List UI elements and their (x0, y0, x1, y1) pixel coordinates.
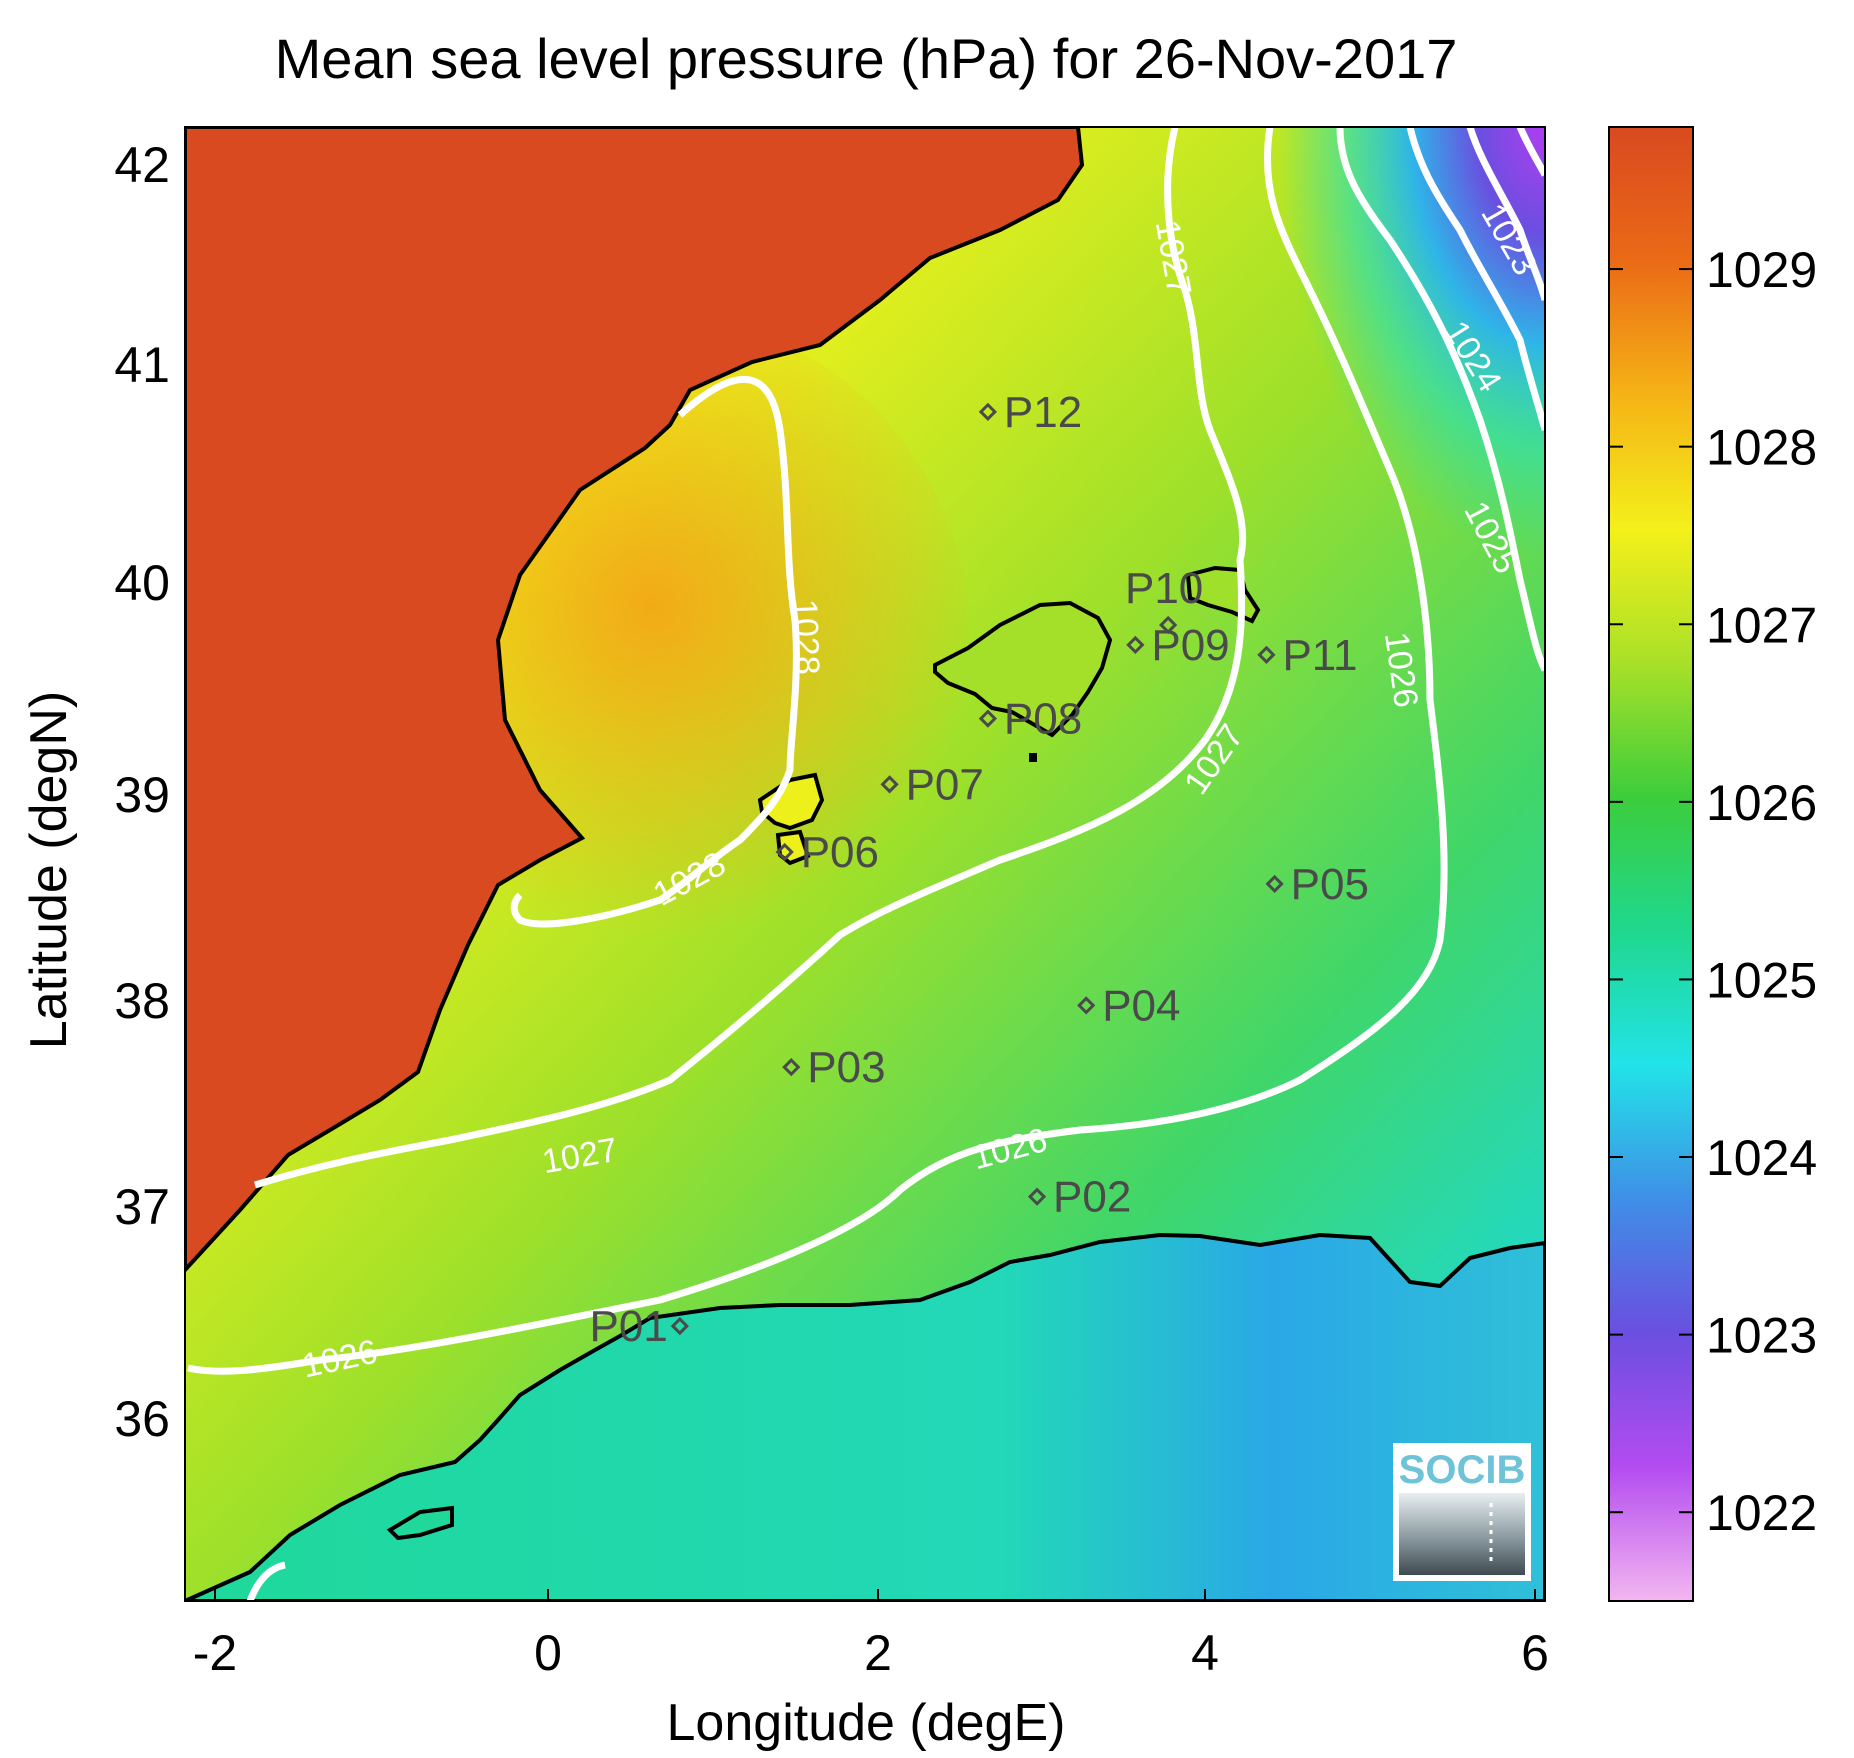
chart-title: Mean sea level pressure (hPa) for 26-Nov… (275, 27, 1458, 90)
y-tick-label: 36 (114, 1391, 170, 1447)
y-axis-label: Latitude (degN) (20, 691, 78, 1049)
station-marker (978, 402, 998, 421)
contour-lines (187, 127, 1545, 1601)
contour-1026 (187, 127, 1448, 1375)
colorbar-tick-label: 1029 (1706, 242, 1817, 298)
station-marker (978, 709, 998, 728)
station-label: P03 (807, 1043, 885, 1092)
colorbar-tick-label: 1027 (1706, 597, 1817, 653)
contour-1029-north (1516, 127, 1545, 177)
contour-1027 (253, 127, 1247, 1189)
y-tick-label: 38 (114, 973, 170, 1029)
socib-logo: SOCIB (1393, 1443, 1531, 1581)
y-axis-ticks: 42 41 40 39 38 37 36 (114, 137, 170, 1447)
station-label: P05 (1291, 860, 1369, 909)
colorbar-scale (1608, 126, 1694, 1602)
station-label: P06 (801, 828, 879, 877)
alboran-island (386, 1505, 454, 1541)
contour-africa-edge (246, 1561, 286, 1601)
station-marker (782, 1058, 801, 1077)
contour-1025 (1336, 127, 1545, 672)
colorbar-tick-label: 1025 (1706, 952, 1817, 1008)
station-label: P08 (1004, 695, 1082, 744)
colorbar-tick-label: 1028 (1706, 420, 1817, 476)
station-label: P11 (1282, 631, 1357, 680)
x-tick-label: 4 (1191, 1625, 1219, 1681)
x-tick-label: 0 (534, 1625, 562, 1681)
station-label: P01 (590, 1302, 668, 1351)
contour-1024 (1406, 127, 1545, 431)
contour-1023 (1466, 127, 1545, 301)
contour-label-1028-east: 1028 (786, 599, 827, 676)
station-label: P02 (1053, 1173, 1131, 1222)
colorbar-tick-label: 1026 (1706, 775, 1817, 831)
station-marker (1027, 1187, 1047, 1206)
y-tick-label: 41 (114, 337, 170, 393)
colorbar-tick-label: 1024 (1706, 1130, 1817, 1186)
station-marker (1126, 635, 1145, 655)
x-axis-ticks: -2 0 2 4 6 (193, 1589, 1549, 1681)
station-label: P04 (1102, 981, 1180, 1030)
station-label: P07 (906, 760, 984, 809)
mallorca-island (933, 600, 1113, 738)
contour-1028 (510, 375, 800, 928)
y-tick-label: 39 (114, 767, 170, 823)
station-marker (775, 842, 794, 862)
socib-logo-text: SOCIB (1399, 1448, 1526, 1492)
station-marker (1077, 996, 1096, 1015)
iberia-land (185, 127, 1085, 1273)
y-tick-label: 40 (114, 555, 170, 611)
station-marker (1159, 615, 1178, 635)
africa-land (185, 1232, 1545, 1601)
colorbar: 1029 1028 1027 1026 1025 1024 1023 1022 (1608, 126, 1817, 1602)
x-tick-label: -2 (193, 1625, 237, 1681)
station-marker (880, 775, 899, 794)
station-label: P10 (1125, 564, 1203, 613)
map-area: 1023 1024 1025 1026 1026 1026 1027 1027 … (185, 127, 1545, 1601)
station-label: P12 (1004, 388, 1082, 437)
y-tick-label: 42 (114, 137, 170, 193)
plot-frame (184, 126, 1546, 1602)
station-marker (1257, 645, 1276, 664)
cabrera-island (1029, 753, 1037, 762)
colorbar-ticks: 1029 1028 1027 1026 1025 1024 1023 1022 (1609, 242, 1817, 1541)
station-marker (670, 1316, 689, 1336)
x-axis-label: Longitude (degE) (667, 1694, 1066, 1752)
x-tick-label: 2 (864, 1625, 892, 1681)
y-tick-label: 37 (114, 1179, 170, 1235)
colorbar-tick-label: 1022 (1706, 1485, 1817, 1541)
station-marker (1265, 874, 1284, 894)
colorbar-tick-label: 1023 (1706, 1308, 1817, 1364)
x-tick-label: 6 (1521, 1625, 1549, 1681)
